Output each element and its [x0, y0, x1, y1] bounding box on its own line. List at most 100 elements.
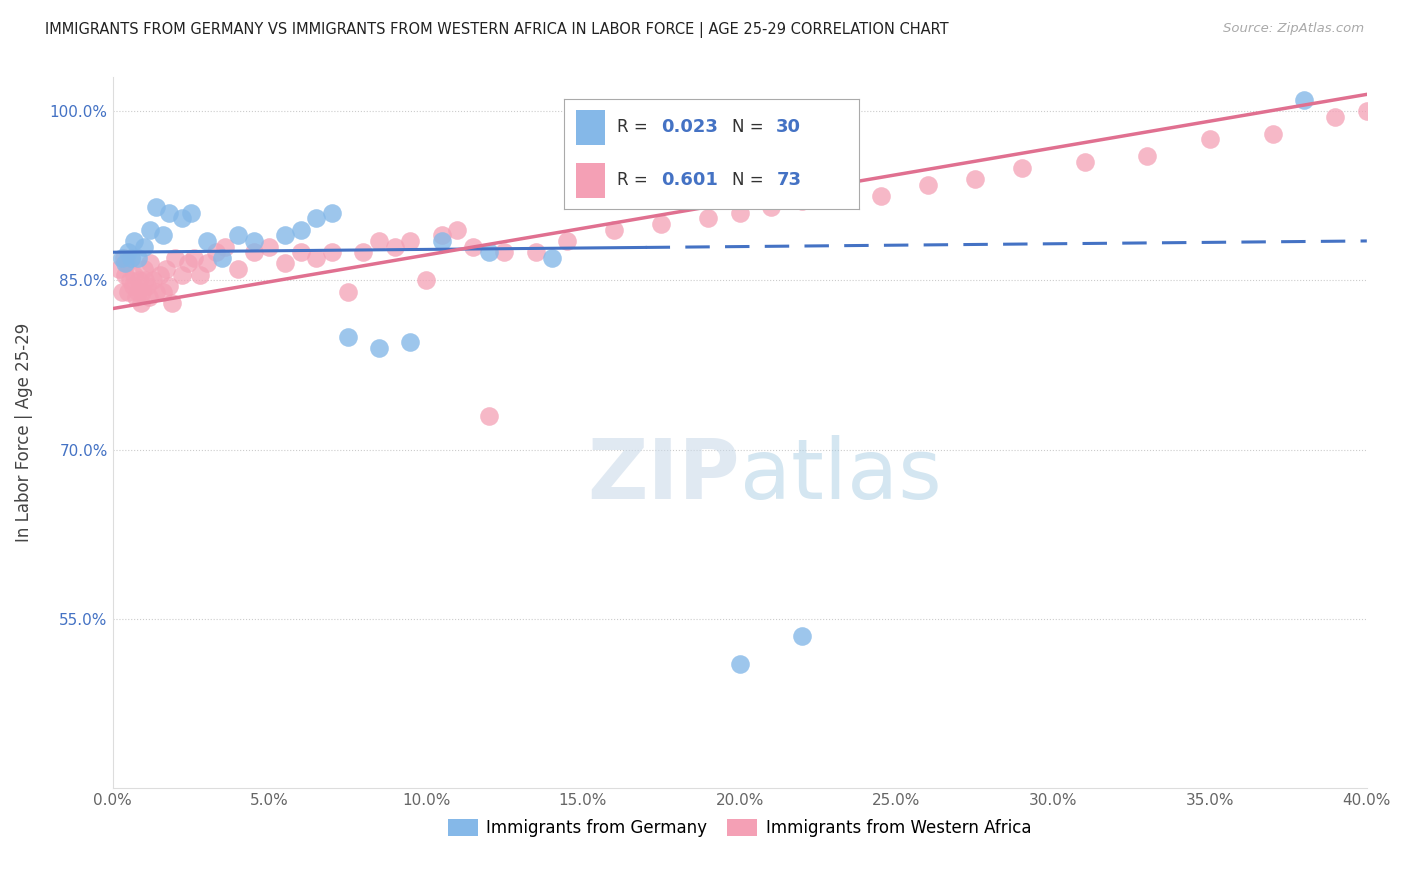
Point [759, 200, 782, 214]
Point [540, 251, 562, 265]
Point [128, 273, 150, 287]
Point [125, 290, 148, 304]
Point [177, 256, 200, 270]
Point [180, 206, 202, 220]
Point [321, 245, 343, 260]
Point [195, 256, 218, 270]
Point [226, 262, 249, 277]
Point [205, 245, 228, 260]
Point [120, 251, 142, 265]
Point [152, 285, 174, 299]
Point [160, 296, 183, 310]
Point [1294, 93, 1316, 107]
Point [127, 251, 149, 265]
Point [226, 228, 249, 243]
Point [1011, 161, 1033, 175]
Point [446, 222, 468, 236]
Point [129, 296, 152, 310]
Point [112, 251, 135, 265]
Point [430, 228, 453, 243]
Point [131, 285, 153, 299]
Point [823, 183, 845, 197]
Text: Source: ZipAtlas.com: Source: ZipAtlas.com [1223, 22, 1364, 36]
Point [170, 211, 193, 226]
Point [139, 256, 162, 270]
Point [1199, 132, 1222, 146]
Point [111, 285, 134, 299]
Point [494, 245, 516, 260]
Point [259, 239, 281, 253]
Point [305, 251, 328, 265]
Point [148, 268, 170, 282]
Point [399, 234, 422, 248]
Point [107, 262, 129, 277]
Point [165, 251, 187, 265]
Point [118, 273, 141, 287]
Point [122, 279, 145, 293]
Point [195, 234, 218, 248]
Point [650, 217, 672, 231]
Point [384, 239, 406, 253]
Point [352, 245, 374, 260]
Point [1261, 127, 1284, 141]
Point [368, 234, 391, 248]
Point [136, 279, 159, 293]
Point [145, 285, 167, 299]
Point [157, 279, 180, 293]
Legend: Immigrants from Germany, Immigrants from Western Africa: Immigrants from Germany, Immigrants from… [441, 812, 1038, 844]
Point [728, 657, 751, 671]
Point [399, 335, 422, 350]
Point [415, 273, 437, 287]
Point [211, 251, 233, 265]
Point [963, 172, 986, 186]
Point [132, 239, 155, 253]
Point [157, 206, 180, 220]
Point [124, 268, 146, 282]
Point [321, 206, 343, 220]
Point [142, 273, 165, 287]
Point [132, 262, 155, 277]
Point [134, 273, 156, 287]
Point [274, 228, 297, 243]
Point [524, 245, 547, 260]
Point [139, 222, 162, 236]
Point [430, 234, 453, 248]
Point [111, 251, 134, 265]
Point [120, 251, 142, 265]
Point [145, 200, 167, 214]
Point [1371, 93, 1393, 107]
Point [114, 268, 136, 282]
Point [188, 268, 211, 282]
Point [368, 341, 391, 355]
Point [214, 239, 236, 253]
Point [336, 330, 359, 344]
Point [555, 234, 578, 248]
Point [1324, 110, 1347, 124]
Point [117, 285, 139, 299]
Point [115, 256, 138, 270]
Point [114, 256, 136, 270]
Point [697, 211, 720, 226]
Point [869, 189, 891, 203]
Point [290, 245, 312, 260]
Point [117, 245, 139, 260]
Point [152, 228, 174, 243]
Point [127, 285, 149, 299]
Point [170, 268, 193, 282]
Point [274, 256, 297, 270]
Point [603, 222, 626, 236]
Point [1073, 155, 1095, 169]
Point [728, 206, 751, 220]
Point [463, 239, 485, 253]
Text: IMMIGRANTS FROM GERMANY VS IMMIGRANTS FROM WESTERN AFRICA IN LABOR FORCE | AGE 2: IMMIGRANTS FROM GERMANY VS IMMIGRANTS FR… [45, 22, 949, 38]
Point [1355, 104, 1378, 119]
Point [792, 194, 814, 209]
Point [155, 262, 177, 277]
Point [138, 290, 160, 304]
Point [183, 251, 205, 265]
Point [792, 629, 814, 643]
Text: atlas: atlas [740, 434, 942, 516]
Point [242, 234, 264, 248]
Point [917, 178, 939, 192]
Point [1136, 149, 1159, 163]
